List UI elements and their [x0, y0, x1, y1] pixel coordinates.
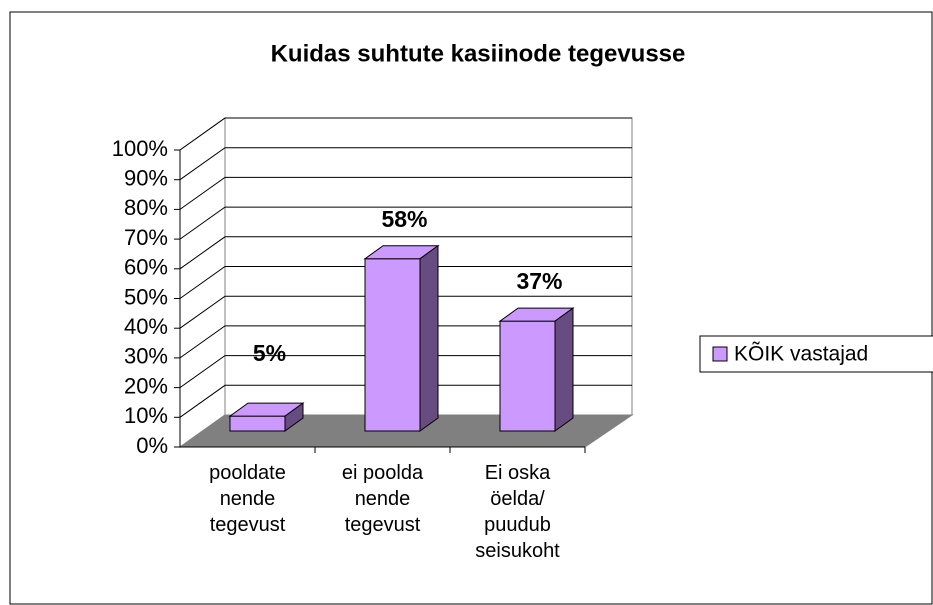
grid-line — [179, 206, 632, 240]
y-tick-label: 10% — [124, 403, 168, 428]
y-tick-label: 70% — [124, 225, 168, 250]
bar-front — [229, 415, 286, 432]
y-tick-label: 20% — [124, 373, 168, 398]
bar-side — [284, 402, 304, 432]
grid-line — [179, 117, 632, 151]
bar — [498, 307, 575, 432]
data-label: 5% — [253, 340, 286, 366]
grid-line — [179, 384, 632, 418]
data-label: 37% — [516, 268, 562, 294]
y-tick-label: 100% — [112, 136, 168, 161]
y-tick-label: 80% — [124, 195, 168, 220]
x-tick-label: ei poolda nende tegevust — [341, 462, 424, 536]
y-tick-label: 90% — [124, 166, 168, 191]
bar — [228, 402, 305, 432]
grid-line — [179, 266, 632, 299]
legend-swatch — [712, 346, 728, 362]
grid-line — [179, 147, 632, 181]
legend-box — [699, 335, 933, 373]
grid-line — [179, 236, 632, 270]
bar — [363, 244, 440, 432]
grid-line — [179, 295, 632, 329]
bar-front — [364, 258, 421, 432]
y-tick-label: 30% — [124, 344, 168, 369]
y-tick-label: 40% — [124, 314, 168, 339]
grid-line — [179, 355, 632, 389]
y-tick-label: 0% — [136, 433, 168, 458]
data-label: 58% — [381, 206, 427, 232]
bar-side — [419, 244, 439, 432]
legend-label: KÕIK vastajad — [734, 342, 868, 366]
grid-line — [179, 176, 632, 210]
chart-title: Kuidas suhtute kasiinode tegevusse — [271, 40, 686, 67]
y-tick-label: 60% — [124, 255, 168, 280]
y-tick-label: 50% — [124, 284, 168, 309]
x-tick-label: pooldate nende tegevust — [209, 462, 286, 536]
grid-line — [179, 325, 632, 359]
bar-front — [499, 320, 556, 432]
bar-side — [554, 307, 574, 432]
x-tick-label: Ei oska öelda/ puudub seisukoht — [475, 462, 560, 562]
